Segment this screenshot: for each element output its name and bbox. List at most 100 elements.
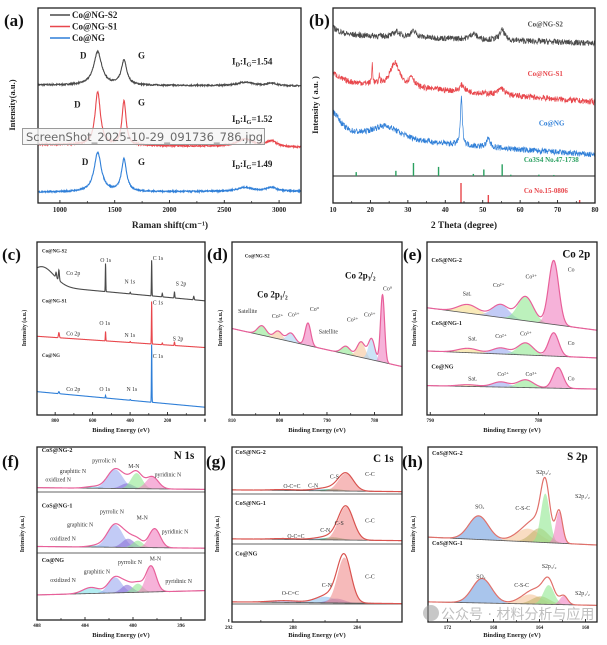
plot-area [428,476,597,606]
series-Co@NG [37,344,205,408]
annotation-label: D [82,157,89,167]
x-tick-label: 780 [535,419,543,424]
y-axis-label: Intensity (a.u.) [410,516,417,553]
panel-b: Co3S4 No.47-1738 Co No.15-0806 10 20 30 40 50 6… [309,7,600,231]
annotation-label: CoS@NG-1 [432,541,463,547]
annotation-label: pyrrolic N [92,459,117,465]
series-line [37,344,205,408]
plot-frame [427,446,598,623]
annotation-label: pyridinic N [165,579,192,585]
annotation-label: Co 2p₁/₂ [257,289,288,299]
annotation-label: Co³⁺ [526,372,538,378]
x-tick-label: 790 [323,419,331,424]
annotation-label: O 1s [100,258,112,264]
series-Co@NG [38,151,301,195]
annotation-label: pyrrolic N [100,510,125,516]
component-peak [428,511,597,545]
annotation-label: pyridinic N [155,472,182,478]
component-peak [428,595,597,606]
annotation-label: S 2p [567,451,588,463]
annotation-label: Co [568,376,575,382]
x-axis-label: Binding Energy (eV) [288,632,345,639]
component-peak [428,585,597,606]
x-tick-label: 160 [582,626,590,631]
envelope-line [427,366,597,390]
background-line [428,601,597,606]
envelope-line [232,553,402,605]
annotation-label: D [74,99,81,109]
annotation-label: C-N [322,583,333,589]
annotation-label: Co 2p [66,387,80,393]
annotation-label: CoS@NG-2 [235,450,266,456]
panel-letter: (e) [403,245,422,264]
panel-a: 1000 1500 2000 2500 3000 (a) Raman shift(cm⁻¹)… [4,7,302,231]
component-peak [232,506,402,541]
x-tick-label: 292 [225,626,233,631]
annotation-label: Co 2p [66,331,80,337]
annotation-label: Co@NG [235,552,257,558]
component-peak [427,381,597,390]
envelope-line [427,259,597,331]
annotation-label: S2p₁/₂ [575,494,590,500]
panel-letter: (g) [206,452,226,471]
panel-letter: (a) [4,11,24,30]
subscript: G [247,164,252,171]
panel-letter: (d) [207,245,228,264]
x-tick-label: 1500 [108,206,123,214]
annotation-label: N 1s [124,333,136,339]
x-tick-label: 600 [89,419,97,424]
series-CoS@NG-2 [428,476,597,546]
y-axis-label: Intensity (a.u.) [19,516,26,553]
annotation-label: N 1s [127,387,139,393]
x-tick-label: 20 [367,206,375,214]
annotation-label: Sat. [468,376,477,382]
component-peak [427,260,597,331]
x-tick-label: 70 [554,206,562,214]
plot-frame [36,446,206,621]
x-tick-label: 50 [479,206,487,214]
annotation-label: Co@NG-S2 [528,20,564,28]
x-tick-label: 172 [444,626,452,631]
annotation-label: graphitic N [84,569,111,575]
annotation-label: O-C=C [283,484,300,490]
x-tick-label: 2000 [163,206,178,214]
label-part: :I [240,159,247,169]
annotation-label: Co@NG-S2 [245,255,270,260]
series-line [37,301,205,349]
x-tick-label: 1000 [53,206,68,214]
annotation-label: Co³⁺ [364,312,376,318]
component-peak [37,528,205,549]
series-Co@NG-S2 [333,24,595,47]
component-peak [427,384,597,390]
x-tick-label: 0 [204,419,207,424]
annotation-label: Co@NG [539,120,565,128]
x-tick-label: 80 [592,206,600,214]
component-peak [37,524,205,549]
x-tick-label: 408 [33,624,41,629]
plot-area [333,24,595,158]
component-peak [37,577,205,595]
annotation-label: graphitic N [67,523,94,529]
component-peak [428,578,597,606]
component-peak [427,332,597,358]
panel-h: 172 168 164 160 (h) Binding Energy (eV) Intens… [402,446,598,639]
annotation-label: Sat. [468,337,477,343]
annotation-label: Satellite [238,309,257,315]
annotation-label: S2p₃/₂ [536,470,551,476]
label-part: :I [240,57,247,67]
plot-area [232,472,402,605]
annotation-label: C-S [335,521,344,527]
background-line [427,385,597,390]
x-tick-label: 400 [126,419,134,424]
panel-letter: (c) [2,245,21,264]
y-axis-label: Intensity ( a.u. ) [310,76,320,134]
annotation-label: S2p₃/₂ [542,564,557,570]
x-tick-label: 780 [371,419,379,424]
annotation-label: D [80,51,87,61]
watermark-logo-icon [423,605,439,621]
x-tick-label: 800 [51,419,59,424]
component-peak [37,469,205,490]
x-tick-label: 288 [289,626,297,631]
annotation-label: CoS@NG-1 [42,504,73,510]
component-peak [37,587,205,595]
